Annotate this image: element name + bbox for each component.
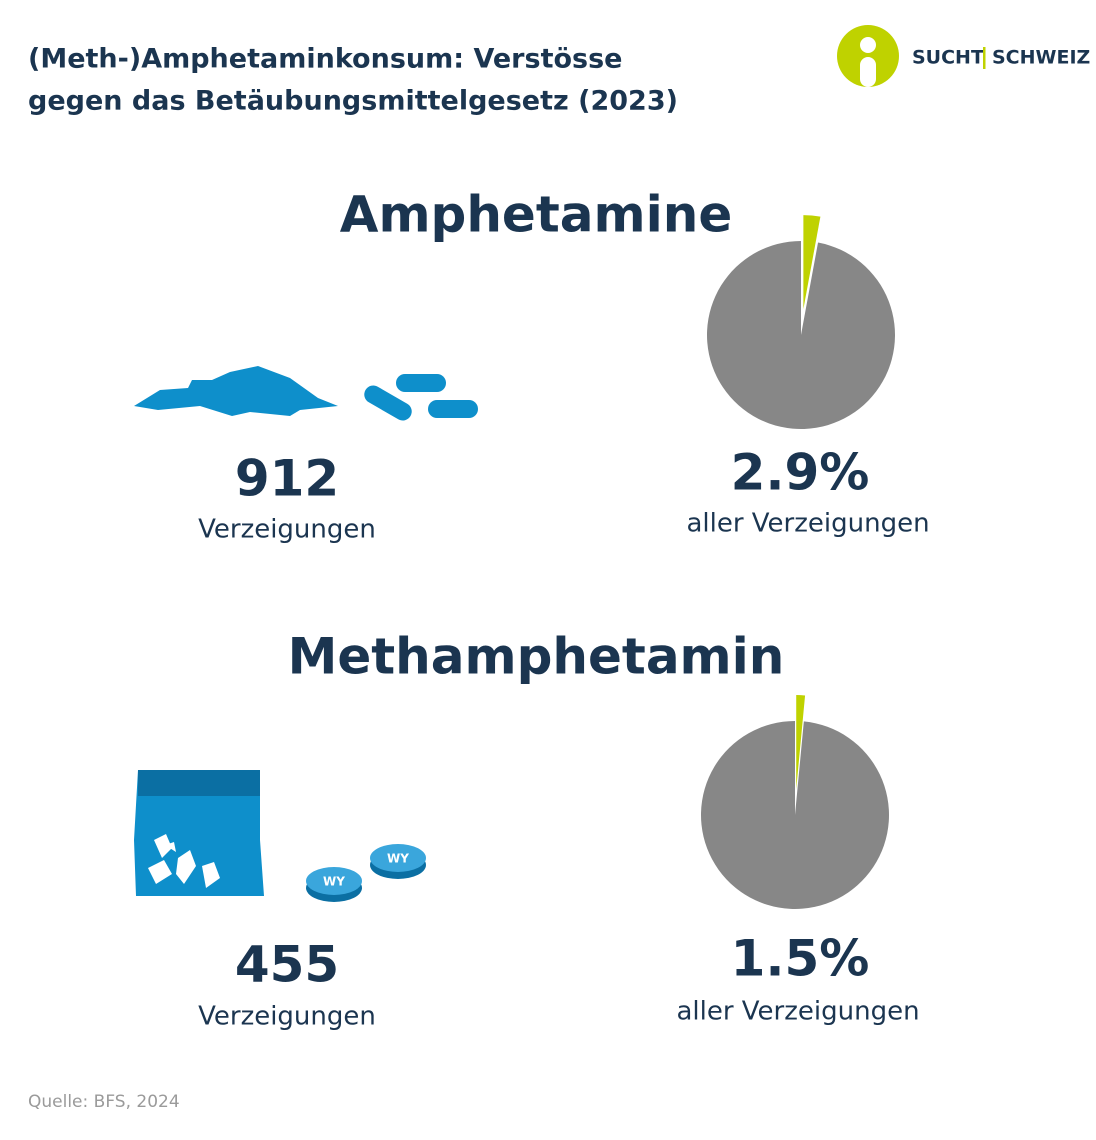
pie-caption: aller Verzeigungen (676, 997, 919, 1027)
count: 912 (235, 450, 339, 508)
capsule (396, 374, 446, 392)
title-line: gegen das Betäubungsmittelgesetz (2023) (28, 86, 678, 117)
count-label: Verzeigungen (198, 1002, 376, 1032)
pie-slice (706, 241, 895, 429)
logo-body (860, 57, 876, 87)
pie-slice (803, 215, 821, 310)
bag-top (138, 770, 260, 796)
pill (370, 844, 426, 872)
logo-divider (983, 47, 986, 69)
logo: SUCHT SCHWEIZ (837, 25, 1090, 87)
source: Quelle: BFS, 2024 (28, 1092, 180, 1112)
pie-slice (796, 695, 806, 790)
pill (306, 867, 362, 895)
title-line: (Meth-)Amphetaminkonsum: Verstösse (28, 44, 622, 75)
section-heading: Methamphetamin (288, 628, 785, 686)
pie-slice (701, 721, 890, 909)
pill-imprint: WY (323, 875, 345, 889)
logo-text: SUCHT (912, 47, 984, 69)
logo-text: SCHWEIZ (992, 47, 1090, 69)
capsule (364, 385, 412, 421)
logo-circle (837, 25, 899, 87)
crystals (148, 834, 220, 888)
powder-capsule-icon (134, 366, 478, 421)
powder (134, 366, 338, 416)
pill-imprint: WY (387, 852, 409, 866)
bag-pill-icon: WY WY (134, 770, 426, 902)
logo-head (860, 37, 876, 53)
capsule (428, 400, 478, 418)
count-label: Verzeigungen (198, 515, 376, 545)
pie-caption: aller Verzeigungen (686, 509, 929, 539)
section-heading: Amphetamine (340, 186, 732, 244)
value-label: 2.9% (731, 444, 870, 502)
count: 455 (235, 936, 339, 994)
value-label: 1.5% (731, 930, 870, 988)
